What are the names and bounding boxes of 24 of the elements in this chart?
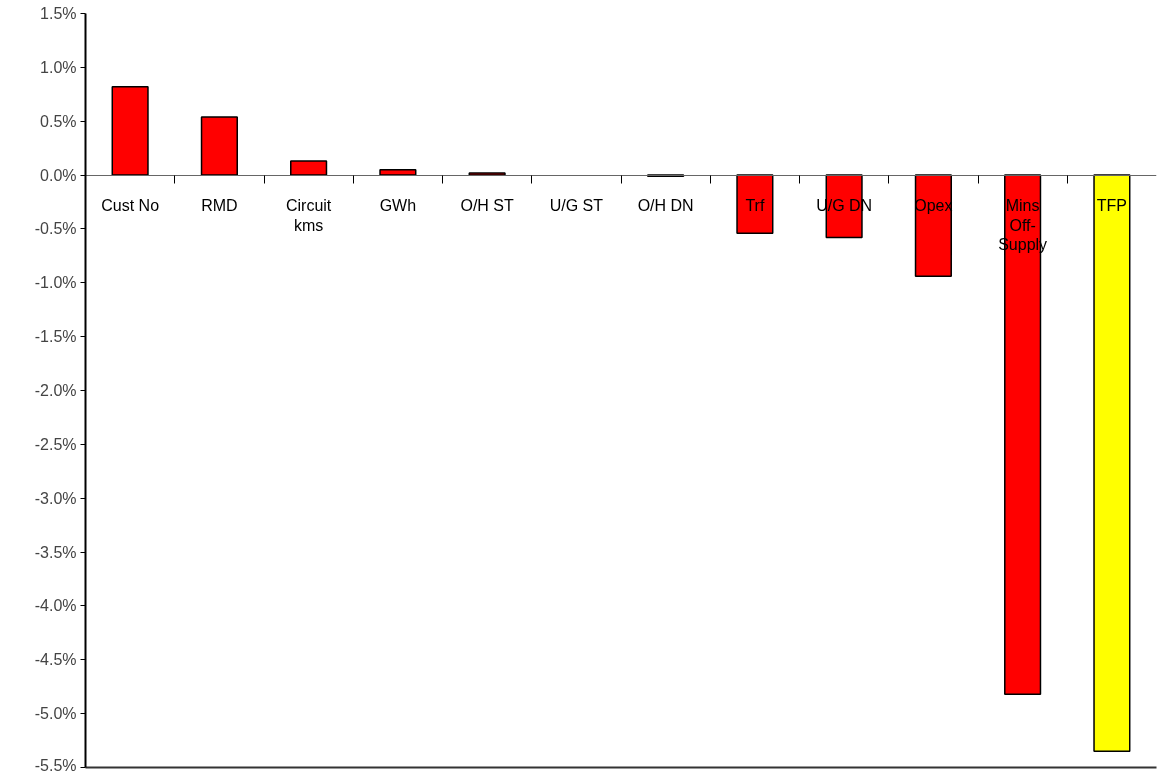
y-tick-label: -1.0% xyxy=(34,274,77,292)
y-tick-label: -0.5% xyxy=(34,220,77,238)
y-tick-label: 1.5% xyxy=(40,5,77,22)
x-tick-label: Circuit kms xyxy=(285,197,332,234)
x-tick-label: RMD xyxy=(201,197,238,215)
y-tick-label: -5.0% xyxy=(34,705,77,723)
y-tick-label: -3.5% xyxy=(34,543,77,561)
x-tick-label: U/G ST xyxy=(549,197,604,215)
y-tick-label: -5.5% xyxy=(34,756,77,773)
y-tick-label: -2.5% xyxy=(34,435,77,453)
x-tick-label: Trf xyxy=(745,197,765,215)
y-tick-label: 0.0% xyxy=(40,166,77,184)
y-tick-label: -1.5% xyxy=(34,328,77,346)
x-tick-label: GWh xyxy=(379,197,417,215)
y-tick-label: -4.0% xyxy=(34,597,77,615)
x-tick-label: O/H ST xyxy=(460,197,515,215)
y-tick-label: -3.0% xyxy=(34,489,77,507)
y-tick-label: -4.5% xyxy=(34,651,77,669)
y-tick-label: 0.5% xyxy=(40,112,77,130)
x-tick-label: TFP xyxy=(1096,197,1127,215)
y-tick-label: 1.0% xyxy=(40,58,77,76)
y-tick-label: -2.0% xyxy=(34,382,77,399)
x-tick-label: Cust No xyxy=(101,197,160,215)
x-tick-label: O/H DN xyxy=(637,197,694,215)
